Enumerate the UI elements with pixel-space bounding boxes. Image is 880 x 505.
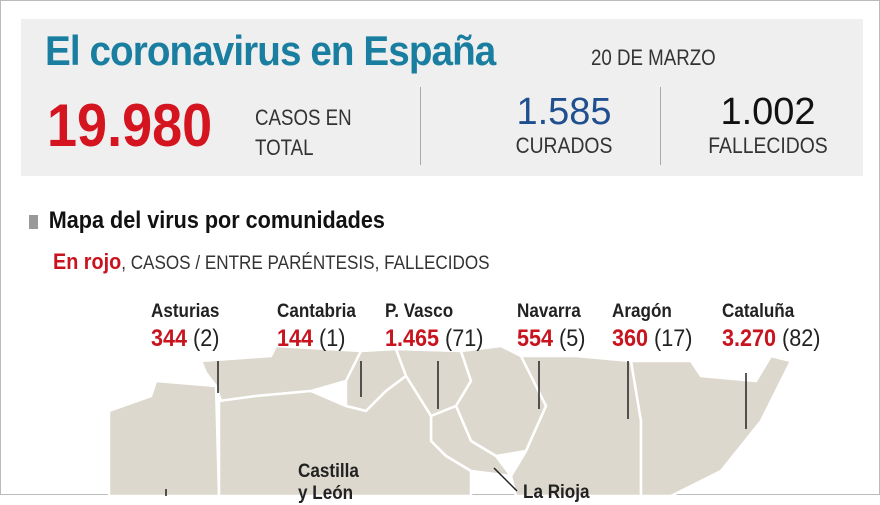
leader-rioja xyxy=(493,467,518,492)
spain-map xyxy=(107,344,793,496)
total-label-line1: CASOS EN xyxy=(255,105,352,130)
region-deaths: (17) xyxy=(654,325,693,352)
region-name: Navarra xyxy=(517,301,581,322)
region-deaths: (82) xyxy=(782,325,821,352)
region-deaths: (1) xyxy=(319,325,346,352)
map-section-title: Mapa del virus por comunidades xyxy=(29,207,385,235)
region-cases: 360 xyxy=(612,325,649,352)
region-aragon xyxy=(509,354,643,496)
summary-panel: El coronavirus en España 20 DE MARZO 19.… xyxy=(21,19,863,176)
region-label-asturias: Asturias 344 (2) xyxy=(151,301,227,353)
total-cases-label: CASOS EN TOTAL xyxy=(255,103,352,163)
region-cases: 3.270 xyxy=(722,325,777,352)
region-name: Aragón xyxy=(612,301,672,322)
region-name: Cataluña xyxy=(722,301,795,322)
date: 20 DE MARZO xyxy=(591,45,716,70)
recovered-label: CURADOS xyxy=(515,133,613,158)
total-cases: 19.980 xyxy=(47,92,213,159)
recovered-stat: 1.585 CURADOS xyxy=(464,91,664,159)
region-cases: 554 xyxy=(517,325,554,352)
region-galicia xyxy=(107,379,221,496)
legend-rest: , CASOS / ENTRE PARÉNTESIS, FALLECIDOS xyxy=(121,253,490,274)
region-cases: 144 xyxy=(277,325,314,352)
legend-red: En rojo xyxy=(53,249,122,274)
castilla-line2: y León xyxy=(298,483,354,504)
region-cataluna xyxy=(629,354,793,496)
region-castilla-leon xyxy=(217,374,473,496)
region-cases: 1.465 xyxy=(385,325,440,352)
region-label-navarra: Navarra 554 (5) xyxy=(517,301,593,353)
region-label-aragon: Aragón 360 (17) xyxy=(612,301,701,353)
deaths-value: 1.002 xyxy=(720,91,816,133)
map-legend: En rojo, CASOS / ENTRE PARÉNTESIS, FALLE… xyxy=(53,249,490,275)
region-name: P. Vasco xyxy=(385,301,454,322)
region-label-cantabria: Cantabria 144 (1) xyxy=(277,301,365,353)
bullet-square-icon xyxy=(29,214,38,229)
map-title-text: Mapa del virus por comunidades xyxy=(48,207,385,234)
region-deaths: (71) xyxy=(445,325,484,352)
divider xyxy=(420,87,421,165)
region-navarra xyxy=(454,344,548,458)
region-name: Cantabria xyxy=(277,301,356,322)
region-name: Asturias xyxy=(151,301,220,322)
deaths-stat: 1.002 FALLECIDOS xyxy=(668,91,868,159)
region-label-pvasco: P. Vasco 1.465 (71) xyxy=(385,301,494,353)
region-cases: 344 xyxy=(151,325,188,352)
region-deaths: (5) xyxy=(559,325,586,352)
region-label-cataluna: Cataluña 3.270 (82) xyxy=(722,301,831,353)
map-label-castilla-leon: Castilla y León xyxy=(298,461,359,505)
castilla-line1: Castilla xyxy=(298,461,359,482)
total-label-line2: TOTAL xyxy=(255,135,314,160)
leader-lines xyxy=(165,361,747,496)
deaths-label: FALLECIDOS xyxy=(708,133,828,158)
page-title: El coronavirus en España xyxy=(45,27,496,74)
map-label-rioja: La Rioja xyxy=(523,482,590,503)
divider xyxy=(660,87,661,165)
region-deaths: (2) xyxy=(193,325,220,352)
recovered-value: 1.585 xyxy=(516,91,612,133)
